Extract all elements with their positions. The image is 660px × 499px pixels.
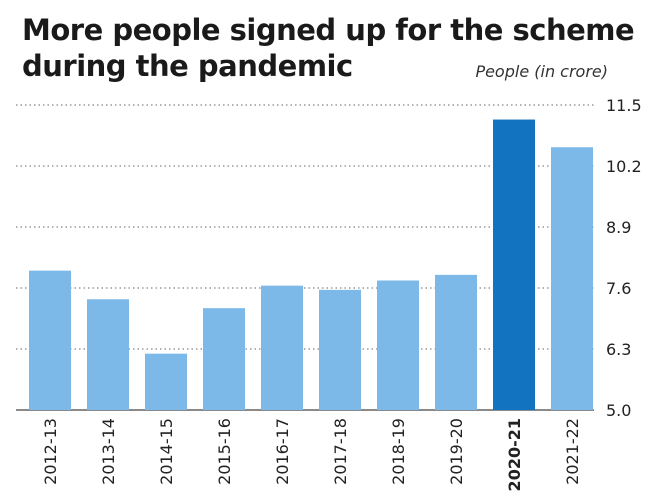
- x-tick-label: 2015-16: [215, 418, 234, 485]
- y-tick-label: 10.2: [606, 157, 642, 176]
- x-tick-label: 2018-19: [389, 418, 408, 485]
- chart-title: More people signed up for the scheme dur…: [22, 12, 635, 84]
- y-tick-label: 7.6: [606, 279, 631, 298]
- x-tick-label: 2019-20: [447, 418, 466, 485]
- bar: [261, 285, 303, 410]
- y-tick-label: 8.9: [606, 218, 631, 237]
- bar: [493, 119, 535, 411]
- x-tick-label: 2021-22: [563, 418, 582, 485]
- bar: [203, 308, 245, 410]
- y-tick-label: 5.0: [606, 401, 631, 420]
- x-tick-label: 2012-13: [41, 418, 60, 485]
- chart-title-line-2: during the pandemic: [22, 49, 353, 83]
- bar: [29, 270, 71, 410]
- x-tick-label: 2014-15: [157, 418, 176, 485]
- chart-title-line-1: More people signed up for the scheme: [22, 13, 635, 47]
- bar: [435, 274, 477, 410]
- unit-label: People (in crore): [475, 62, 608, 81]
- x-tick-label: 2016-17: [273, 418, 292, 485]
- bar: [377, 280, 419, 410]
- bar: [87, 299, 129, 410]
- bar: [145, 353, 187, 410]
- bar: [551, 147, 593, 410]
- y-tick-label: 6.3: [606, 340, 631, 359]
- y-tick-label: 11.5: [606, 96, 642, 115]
- x-tick-label: 2017-18: [331, 418, 350, 485]
- bar: [319, 289, 361, 410]
- x-tick-label: 2013-14: [99, 418, 118, 485]
- x-tick-label: 2020-21: [505, 418, 524, 491]
